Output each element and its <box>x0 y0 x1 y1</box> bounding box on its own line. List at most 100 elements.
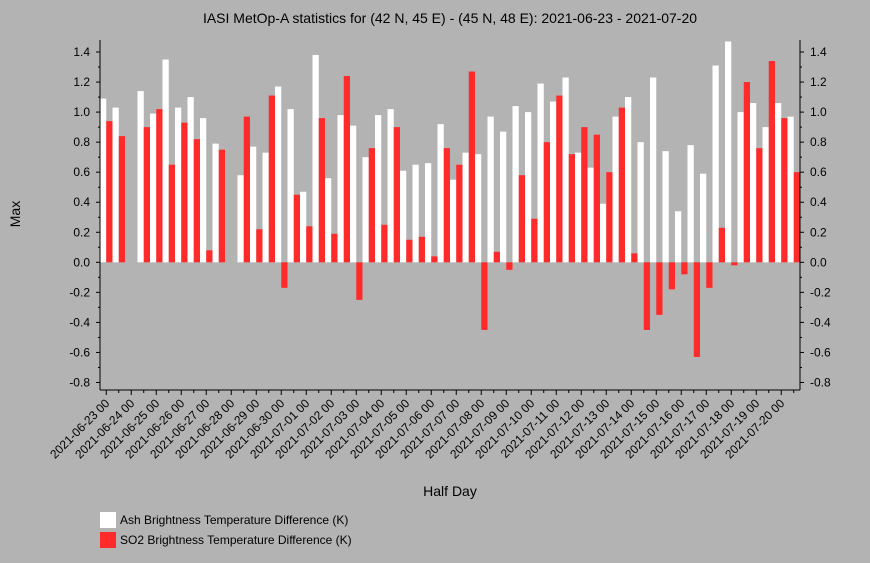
so2-bar <box>356 262 363 300</box>
so2-bar <box>281 262 288 288</box>
y-tick-label: -0.2 <box>810 285 831 299</box>
ash-bar <box>600 203 607 263</box>
ash-bar <box>437 124 444 263</box>
ash-bar <box>750 103 757 263</box>
ash-bar <box>400 170 407 263</box>
legend-swatch-so2 <box>100 532 116 548</box>
ash-bar <box>737 112 744 263</box>
ash-bar <box>650 77 657 263</box>
ash-bar <box>537 83 544 263</box>
so2-bar <box>256 229 263 263</box>
ash-bar <box>700 173 707 263</box>
ash-bar <box>275 86 282 263</box>
y-tick-label: 1.2 <box>73 75 90 89</box>
ash-bar <box>212 143 219 263</box>
ash-bar <box>300 191 307 263</box>
y-tick-label: -0.6 <box>810 345 831 359</box>
legend-item-ash[interactable]: Ash Brightness Temperature Difference (K… <box>100 512 348 528</box>
so2-bar <box>268 95 275 263</box>
so2-bar <box>656 262 663 315</box>
legend: Ash Brightness Temperature Difference (K… <box>100 512 352 548</box>
ash-bar <box>100 98 107 263</box>
ash-bar <box>550 101 557 263</box>
so2-bar <box>406 239 413 263</box>
so2-bar <box>143 127 150 263</box>
so2-bar <box>418 236 425 263</box>
so2-bar <box>593 134 600 263</box>
so2-series <box>106 61 800 357</box>
so2-bar <box>768 61 775 263</box>
ash-bar <box>462 152 469 263</box>
so2-bar <box>606 172 613 263</box>
so2-bar <box>481 262 488 330</box>
so2-bar <box>531 218 538 263</box>
ash-bar <box>787 116 794 263</box>
ash-bar <box>725 41 732 263</box>
y-tick-label: 1.4 <box>810 45 827 59</box>
ash-bar <box>200 118 207 263</box>
y-tick-label: 1.4 <box>73 45 90 59</box>
so2-bar <box>731 262 738 266</box>
ash-bar <box>425 163 432 263</box>
ash-bar <box>450 179 457 263</box>
ash-bar <box>687 145 694 263</box>
so2-bar <box>206 250 213 263</box>
so2-bar <box>543 142 550 263</box>
y-tick-label: 0.2 <box>73 225 90 239</box>
y-tick-label: 0.8 <box>73 135 90 149</box>
ash-bar <box>562 77 569 263</box>
ash-bar <box>325 178 332 263</box>
ash-series <box>100 41 794 263</box>
y-axis-label: Max <box>7 201 23 227</box>
so2-bar <box>218 149 225 263</box>
ash-bar <box>475 154 482 263</box>
so2-bar <box>381 224 388 263</box>
so2-bar <box>756 148 763 263</box>
ash-bar <box>625 97 632 263</box>
y-tick-label: -0.4 <box>810 315 831 329</box>
so2-bar <box>393 127 400 263</box>
ash-bar <box>237 175 244 263</box>
legend-label-ash: Ash Brightness Temperature Difference (K… <box>120 513 348 527</box>
ash-bar <box>387 109 394 263</box>
ash-bar <box>512 106 519 263</box>
so2-bar <box>718 227 725 263</box>
ash-bar <box>312 55 319 263</box>
so2-bar <box>431 256 438 263</box>
legend-label-so2: SO2 Brightness Temperature Difference (K… <box>120 533 352 547</box>
so2-bar <box>443 148 450 263</box>
so2-bar <box>618 107 625 263</box>
so2-bar <box>293 194 300 263</box>
y-tick-label: -0.8 <box>810 375 831 389</box>
so2-bar <box>156 109 163 263</box>
ash-bar <box>287 109 294 263</box>
so2-bar <box>243 116 250 263</box>
so2-bar <box>556 95 563 263</box>
ash-bar <box>175 107 182 263</box>
so2-bar <box>343 76 350 263</box>
ash-bar <box>262 152 269 263</box>
so2-bar <box>368 148 375 263</box>
ash-bar <box>762 127 769 263</box>
y-axis-right-ticks: -0.8 -0.6 -0.4 -0.2 0.0 0.2 0.4 0.6 0.8 1.0 1.2 1.4 <box>800 45 831 389</box>
y-tick-label: 1.0 <box>810 105 827 119</box>
y-tick-label: 0.8 <box>810 135 827 149</box>
legend-item-so2[interactable]: SO2 Brightness Temperature Difference (K… <box>100 532 352 548</box>
y-tick-label: 1.2 <box>810 75 827 89</box>
so2-bar <box>106 121 113 263</box>
so2-bar <box>181 122 188 263</box>
ash-bar <box>675 211 682 263</box>
so2-bar <box>631 253 638 263</box>
ash-bar <box>637 142 644 263</box>
ash-bar <box>662 151 669 263</box>
so2-bar <box>468 71 475 263</box>
ash-bar <box>375 115 382 263</box>
y-axis-left-ticks: -0.8 -0.6 -0.4 -0.2 0.0 0.2 0.4 0.6 0.8 1.0 1.2 1.4 <box>69 45 100 389</box>
so2-bar <box>306 226 313 263</box>
chart-title: IASI MetOp-A statistics for (42 N, 45 E)… <box>203 10 697 26</box>
ash-bar <box>575 152 582 263</box>
ash-bar <box>187 97 194 263</box>
